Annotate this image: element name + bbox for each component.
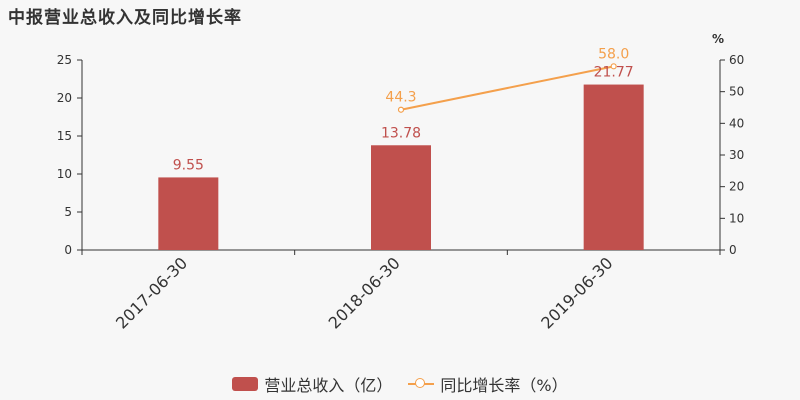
line-series (397, 63, 617, 113)
y-right-tick-label: 10 (729, 211, 744, 225)
legend-item-growth[interactable]: 同比增长率（%） (408, 372, 568, 396)
y-right-axis-label: % (712, 32, 724, 46)
legend-bar-swatch (232, 377, 259, 391)
legend-label-growth: 同比增长率（%） (440, 376, 568, 395)
y-left-tick-label: 20 (57, 91, 72, 105)
y-left-tick-label: 25 (57, 53, 72, 67)
bar-value-label: 21.77 (594, 65, 634, 81)
line-point (397, 106, 405, 113)
bar-value-label: 9.55 (173, 157, 204, 173)
legend: 营业总收入（亿） 同比增长率（%） (0, 372, 800, 396)
legend-label-revenue: 营业总收入（亿） (264, 376, 393, 395)
y-left-tick-label: 15 (57, 129, 72, 143)
y-right-tick-label: 40 (729, 116, 744, 130)
bar (158, 177, 219, 250)
bar-value-label: 13.78 (381, 125, 421, 141)
x-tick-label: 2018-06-30 (325, 253, 404, 332)
x-tick-label: 2017-06-30 (112, 253, 191, 332)
legend-item-revenue[interactable]: 营业总收入（亿） (232, 372, 392, 396)
y-right-tick-label: 50 (729, 85, 744, 99)
line-value-label: 58.0 (598, 46, 629, 62)
bar (371, 145, 431, 250)
line-point (610, 63, 617, 70)
y-left-tick-label: 0 (64, 243, 72, 257)
y-right-tick-label: 0 (729, 243, 737, 257)
bar (583, 84, 644, 250)
y-left-tick-label: 5 (64, 205, 72, 219)
y-right-tick-label: 20 (729, 180, 744, 194)
bar-series (158, 84, 644, 250)
chart-title: 中报营业总收入及同比增长率 (8, 8, 242, 28)
y-right-tick-label: 30 (729, 148, 744, 162)
legend-line-swatch (408, 377, 435, 391)
line-value-label: 44.3 (385, 90, 416, 106)
y-right-tick-label: 60 (729, 53, 744, 67)
data-labels: 9.55 13.78 21.77 44.3 58.0 (173, 46, 634, 173)
x-tick-label: 2019-06-30 (537, 253, 616, 332)
growth-line (400, 65, 614, 111)
y-left-tick-label: 10 (57, 167, 72, 181)
